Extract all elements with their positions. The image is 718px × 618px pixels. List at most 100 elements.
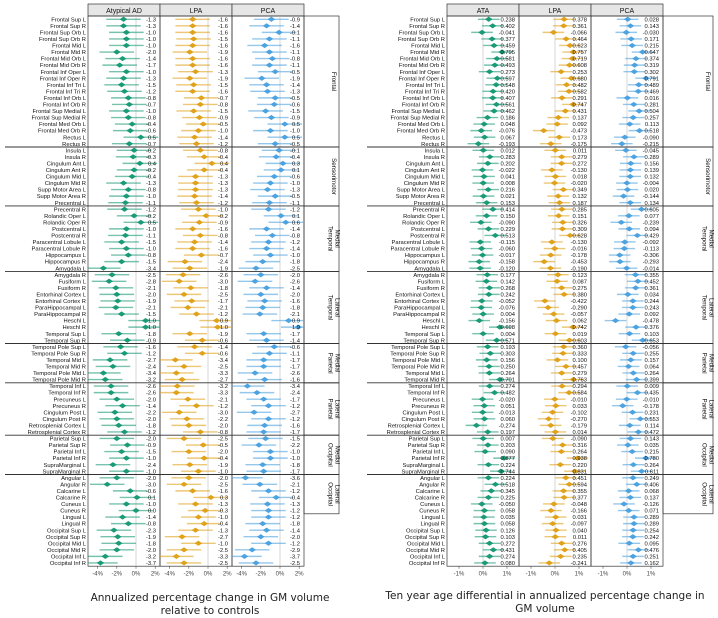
chart2-estimate-diamond [480,416,489,422]
chart1-row-label: Calcarine R [56,496,86,502]
chart1-value-label: -1.0 [146,227,156,233]
chart1-estimate-diamond [271,141,279,147]
chart1-value-label: -1.9 [146,299,156,305]
chart1-row-label: Cingulum Post R [43,417,87,423]
chart1-row-label: Fusiform R [58,286,86,292]
chart2-value-label: 0.203 [500,443,515,449]
chart2-value-label: 0.429 [644,234,659,240]
chart2-estimate-diamond [559,488,568,494]
chart2-row-label: Cingulum Mid R [404,181,445,187]
chart2-value-label: 0.004 [500,332,515,338]
chart2-value-label: 0.272 [572,161,587,167]
chart2-row-label: Occipital Sup R [405,535,445,541]
chart1-value-label: -0.6 [146,129,156,135]
chart1-value-label: -1.4 [290,528,301,534]
chart1-value-label: -1.5 [146,260,156,266]
chart1-estimate-diamond [259,363,268,370]
chart2-row-label: Precuneus L [412,397,445,403]
chart1-value-label: -2.5 [218,365,228,371]
chart1-value-label: -1.3 [218,502,228,508]
chart2-estimate-diamond [571,468,579,474]
chart1-estimate-diamond [117,311,126,317]
chart2-row-label: Postcentral L [411,227,446,233]
chart1-estimate-diamond [271,95,279,101]
chart2-row-label: Frontal Inf Tri L [406,83,446,89]
chart1-value-label: -2.4 [146,365,157,371]
chart2-value-label: 0.605 [644,207,659,213]
chart1-value-label: -0.9 [146,443,156,449]
chart1-value-label: -1.6 [218,30,228,36]
chart1-value-label: -1.5 [290,437,300,443]
chart1-group-label: MedialParietal [327,353,341,374]
chart1-value-label: -1.1 [290,201,300,207]
chart2-value-label: 0.020 [644,188,659,194]
chart2-estimate-diamond [629,114,637,121]
chart1-value-label: -0.6 [290,103,300,109]
chart1-estimate-diamond [114,331,123,337]
chart1-value-label: -2.1 [146,286,156,292]
chart1-row-label: Cuneus R [60,509,86,515]
chart2-value-label: 0.100 [572,358,587,364]
chart1-estimate-diamond [257,291,265,297]
chart2-value-label: 0.257 [644,116,659,122]
chart1-estimate-diamond [130,213,138,219]
chart1-value-label: -3.2 [218,384,228,390]
chart1-estimate-diamond [185,462,194,468]
chart2-value-label: 0.680 [572,76,587,82]
chart2-value-label: 0.276 [572,541,587,547]
chart1-value-label: -1.5 [146,312,156,318]
chart1-estimate-diamond [265,62,274,68]
chart1-estimate-diamond [122,468,131,474]
chart2-value-label: -0.478 [643,319,659,325]
chart1-value-label: -1.3 [218,181,228,187]
chart1-value-label: -2.2 [146,410,156,416]
chart1-row-label: Frontal Sup Orb L [40,30,87,36]
chart1-estimate-diamond [110,527,118,533]
chart1-panel-header-2: PCA [261,8,276,15]
chart1-estimate-diamond [270,173,279,180]
chart1-estimate-diamond [189,36,198,42]
chart2-estimate-diamond [569,101,577,108]
chart2-estimate-diamond [485,291,493,297]
chart1-value-label: -1.2 [146,351,156,357]
chart1-estimate-diamond [259,468,268,474]
chart2-value-label: -0.014 [643,266,660,272]
chart1-estimate-diamond [113,416,121,422]
chart2-value-label: 0.355 [644,273,659,279]
chart2-estimate-diamond [484,226,493,232]
chart1-estimate-diamond [117,82,126,88]
chart2-estimate-diamond [551,331,560,337]
chart1-value-label: -0.8 [146,253,156,259]
chart1-value-label: -2.0 [290,535,300,541]
chart2-row-label: Frontal Inf Orb R [402,103,445,109]
chart2-estimate-diamond [629,462,638,468]
chart1-value-label: -1.8 [290,522,300,528]
chart2-row-label: Temporal Pole Sup L [391,345,446,351]
chart2-value-label: -0.004 [643,181,660,187]
chart2-value-label: 0.780 [644,456,659,462]
chart1-value-label: -2.1 [290,482,300,488]
chart2-row-label: Amygdala R [413,273,445,279]
chart1-estimate-diamond [272,494,280,501]
chart2-value-label: -0.090 [643,135,659,141]
chart2-value-label: 0.254 [644,528,659,534]
chart2-estimate-diamond [489,547,498,553]
chart1-row-label: Cingulum Post L [43,410,86,416]
chart1-estimate-diamond [103,481,111,487]
chart1-estimate-diamond [99,370,108,376]
chart1-group-label: LateralOccipital [327,482,341,506]
chart2-value-label: 0.113 [645,122,659,128]
chart2-estimate-diamond [629,534,637,540]
chart2-row-label: Parietal Inf R [411,456,445,462]
chart2-value-label: -0.066 [571,30,587,36]
chart2-row-label: Heschl R [421,325,445,331]
chart1-value-label: 1.0 [220,325,228,331]
chart1-estimate-diamond [248,547,256,553]
chart1-estimate-diamond [252,265,260,271]
chart1-estimate-diamond [263,186,272,193]
chart1-x-tick-label: -4% [164,572,175,578]
chart2-estimate-diamond [629,350,637,356]
chart2-value-label: 0.451 [572,476,587,482]
chart2-row-label: Angular R [419,482,445,488]
chart1-value-label: -2.5 [290,266,300,272]
